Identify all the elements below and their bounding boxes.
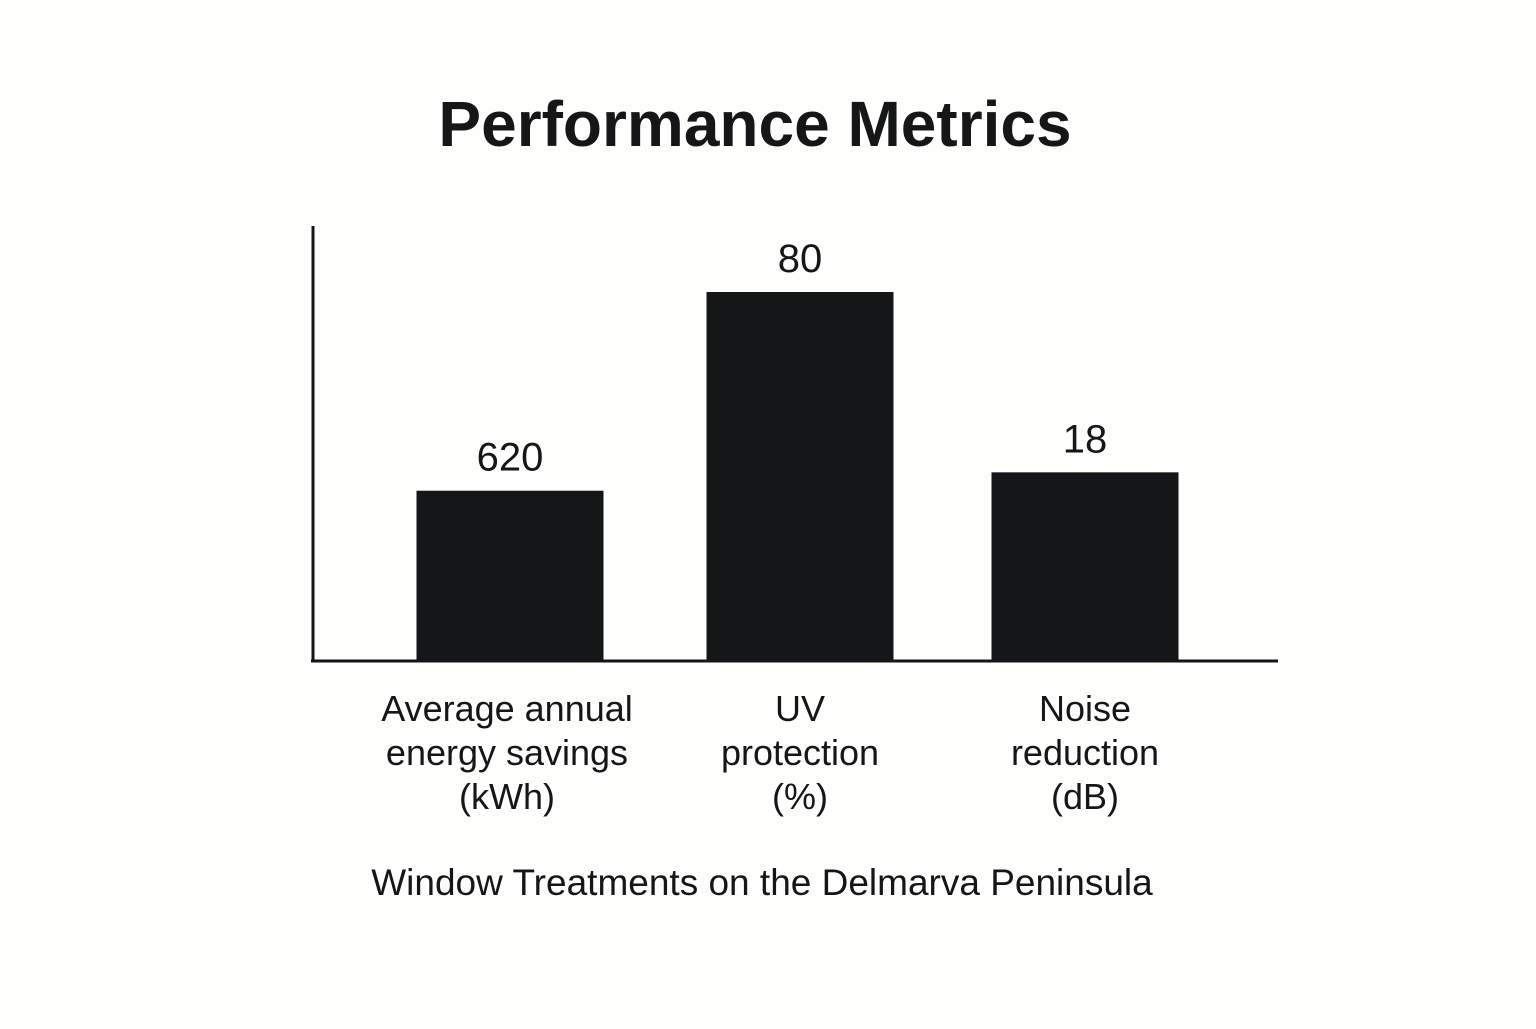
bars-layer xyxy=(416,292,1179,660)
chart-title: Performance Metrics xyxy=(438,88,1071,160)
category-label-2-line-1: reduction xyxy=(1011,732,1159,773)
chart-caption: Window Treatments on the Delmarva Penins… xyxy=(371,862,1153,903)
category-label-0: Average annual energy savings (kWh) xyxy=(381,688,633,817)
category-label-1-line-2: (%) xyxy=(772,776,828,817)
bar-2 xyxy=(991,472,1179,660)
category-label-2: Noise reduction (dB) xyxy=(1011,688,1159,817)
category-label-2-line-0: Noise xyxy=(1039,688,1131,729)
bar-0 xyxy=(416,490,604,660)
category-label-1: UV protection (%) xyxy=(721,688,879,817)
category-label-1-line-0: UV xyxy=(775,688,825,729)
value-label-0: 620 xyxy=(477,436,544,480)
category-label-0-line-0: Average annual xyxy=(381,688,633,729)
value-label-2: 18 xyxy=(1063,417,1108,461)
value-label-1: 80 xyxy=(778,237,823,281)
category-labels-layer: Average annual energy savings (kWh) UV prote… xyxy=(381,688,1159,817)
category-label-1-line-1: protection xyxy=(721,732,879,773)
category-label-0-line-2: (kWh) xyxy=(459,776,555,817)
bar-1 xyxy=(706,292,894,660)
category-label-0-line-1: energy savings xyxy=(386,732,628,773)
category-label-2-line-2: (dB) xyxy=(1051,776,1119,817)
value-labels-layer: 620 80 18 xyxy=(477,237,1108,480)
